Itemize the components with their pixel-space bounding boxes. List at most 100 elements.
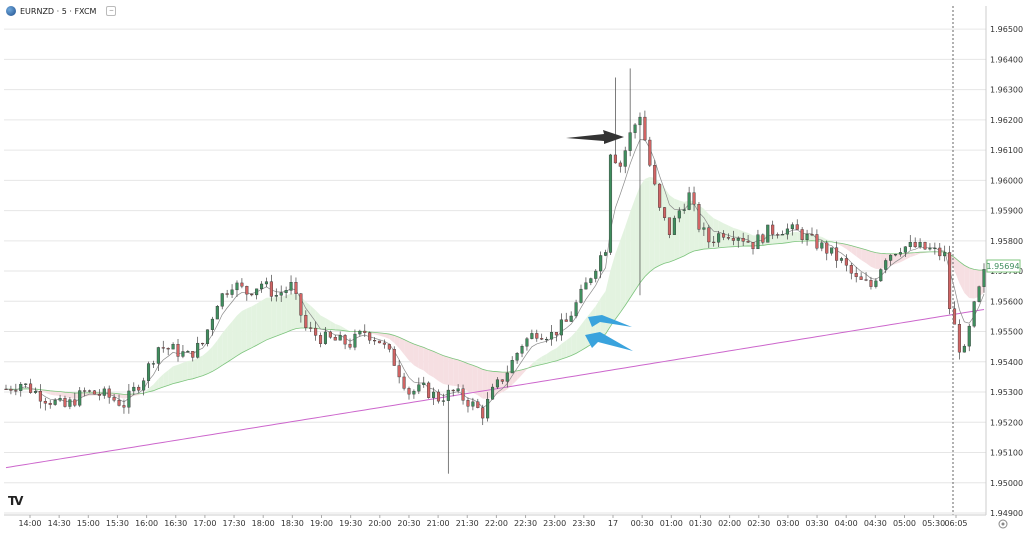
cloud-segment	[168, 366, 174, 386]
collapse-icon[interactable]: −	[106, 6, 117, 16]
candle	[210, 316, 214, 336]
dark-arrow	[566, 130, 624, 144]
cloud-segment	[413, 343, 419, 369]
candle	[717, 230, 721, 248]
candle	[771, 220, 775, 240]
cloud-segment	[178, 362, 183, 383]
cloud-segment	[561, 340, 567, 360]
settings-icon[interactable]	[998, 519, 1008, 529]
candle	[677, 207, 681, 223]
blue-arrow-upper	[588, 315, 632, 327]
candle	[240, 278, 244, 289]
candle	[58, 394, 62, 403]
candle	[323, 326, 327, 345]
candle	[554, 332, 558, 342]
cloud-segment	[114, 393, 120, 398]
cloud-segment	[851, 245, 857, 257]
cloud-segment	[202, 351, 208, 376]
candle	[795, 219, 799, 230]
candle	[599, 251, 603, 279]
cloud-segment	[477, 367, 483, 399]
cloud-segment	[723, 223, 729, 248]
cloud-segment	[782, 233, 788, 244]
candle	[839, 256, 844, 264]
x-tick-label: 03:30	[806, 519, 829, 528]
y-tick-label: 1.95400	[990, 358, 1023, 367]
candle	[977, 285, 981, 303]
candle	[461, 384, 465, 405]
x-tick-label: 20:30	[397, 519, 420, 528]
y-tick-label: 1.95600	[990, 297, 1023, 306]
cloud-segment	[448, 357, 454, 386]
cloud-segment	[251, 303, 257, 348]
cloud-segment	[566, 336, 572, 358]
candle	[107, 385, 111, 404]
cloud-segment	[256, 300, 262, 346]
cloud-segment	[418, 345, 424, 371]
cloud-segment	[340, 325, 346, 331]
cloud-segment	[841, 243, 847, 249]
candle	[14, 383, 18, 396]
candle	[564, 312, 568, 322]
candle	[78, 387, 82, 408]
blue-arrow-lower	[585, 332, 633, 351]
candle	[957, 319, 961, 360]
time-axis: 14:00 14:30 15:00 15:30 16:00 16:30 17:00 17:30…	[4, 514, 986, 528]
cloud-segment	[45, 390, 51, 395]
cloud-segment	[227, 321, 233, 363]
cloud-segment	[291, 293, 296, 331]
candle	[412, 389, 416, 399]
candle	[137, 384, 141, 393]
cloud-segment	[964, 265, 970, 298]
candle	[53, 398, 57, 406]
candle	[382, 339, 386, 349]
candle	[146, 361, 151, 389]
y-tick-label: 1.95000	[990, 479, 1023, 488]
candle	[540, 333, 544, 341]
candle	[766, 224, 770, 243]
x-tick-label: 05:00	[893, 519, 916, 528]
cloud-segment	[482, 369, 488, 399]
cloud-segment	[148, 384, 154, 392]
candle	[594, 269, 598, 283]
cloud-segment	[236, 311, 242, 356]
cloud-segment	[320, 315, 326, 330]
cloud-segment	[959, 261, 965, 293]
symbol-header[interactable]: EURNZD · 5 · FXCM −	[6, 4, 117, 18]
tradingview-logo-icon: TV	[8, 494, 24, 508]
candle	[667, 217, 672, 239]
candle	[712, 235, 716, 247]
candle	[225, 289, 229, 298]
cloud-segment	[610, 253, 616, 327]
cloud-segment	[374, 332, 380, 336]
x-tick-label: 17:30	[223, 519, 246, 528]
candle	[648, 136, 652, 167]
cloud-segment	[246, 306, 252, 351]
candle	[284, 286, 288, 299]
x-tick-label: 17:00	[193, 519, 216, 528]
candle	[156, 346, 160, 371]
candle	[24, 383, 28, 388]
cloud-segment	[664, 187, 670, 264]
candle	[269, 274, 273, 302]
x-tick-label: 18:30	[281, 519, 304, 528]
cloud-segment	[866, 249, 871, 267]
ma-cloud	[6, 176, 984, 400]
candle	[918, 238, 922, 249]
candle	[122, 399, 126, 414]
candle	[294, 277, 298, 300]
candle	[584, 277, 588, 290]
cloud-segment	[630, 198, 636, 298]
candle	[697, 201, 701, 233]
x-tick-label: 01:00	[660, 519, 683, 528]
candle	[618, 160, 622, 173]
candle	[436, 389, 441, 404]
cloud-segment	[64, 392, 70, 398]
candle	[373, 337, 377, 345]
cloud-segment	[458, 359, 464, 389]
cloud-segment	[571, 331, 577, 356]
candle	[948, 245, 952, 315]
candle	[736, 236, 740, 248]
candle	[889, 254, 893, 266]
